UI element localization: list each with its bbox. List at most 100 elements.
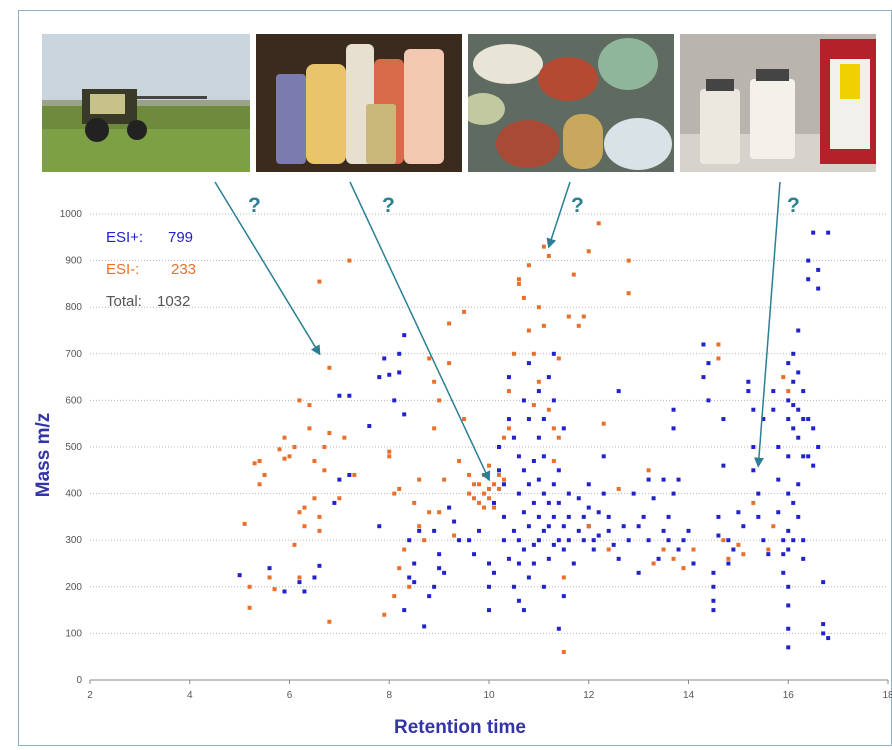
data-point-esiminus [382, 612, 387, 617]
data-point-esiminus [601, 421, 606, 426]
data-point-esiplus [312, 575, 317, 580]
data-point-esiplus [706, 361, 711, 366]
data-point-esiplus [526, 575, 531, 580]
x-tick-label: 2 [87, 690, 93, 701]
data-point-esiplus [501, 538, 506, 543]
y-tick-label: 800 [65, 302, 82, 313]
data-point-esiplus [786, 645, 791, 650]
data-point-esiminus [302, 524, 307, 529]
data-point-esiplus [786, 491, 791, 496]
data-point-esiplus [551, 542, 556, 547]
data-point-esiminus [516, 281, 521, 286]
data-point-esiminus [257, 482, 262, 487]
annotation-arrow [753, 181, 781, 468]
axes: 0 100 200 300 400 500 600 700 800 900 1000 2 4 6 8 10 12… [60, 209, 892, 701]
data-point-esiminus [726, 556, 731, 561]
data-point-esiminus [596, 221, 601, 226]
data-point-esiplus [616, 389, 621, 394]
data-point-esiplus [506, 417, 511, 422]
data-point-esiminus [412, 500, 417, 505]
data-point-esiplus [681, 538, 686, 543]
data-point-esiminus [786, 389, 791, 394]
data-point-esiplus [566, 538, 571, 543]
data-point-esiplus [671, 491, 676, 496]
data-point-esiminus [342, 435, 347, 440]
data-point-esiplus [591, 538, 596, 543]
data-point-esiminus [392, 491, 397, 496]
data-point-esiplus [407, 538, 412, 543]
y-tick-label: 400 [65, 489, 82, 500]
data-point-esiminus [452, 533, 457, 538]
data-point-esiminus [257, 458, 262, 463]
data-point-esiplus [816, 445, 821, 449]
data-point-esiminus [556, 356, 561, 361]
data-point-esiplus [786, 528, 791, 533]
data-point-esiplus [521, 510, 526, 515]
data-point-esiminus [526, 263, 531, 268]
data-point-esiplus [516, 454, 521, 459]
data-point-esiplus [711, 570, 716, 575]
data-point-esiminus [766, 547, 771, 552]
data-point-esiplus [491, 570, 496, 575]
data-point-esiplus [337, 477, 342, 482]
data-point-esiplus [786, 454, 791, 459]
data-point-esiminus [427, 356, 432, 361]
data-point-esiplus [506, 375, 511, 380]
data-point-esiminus [716, 342, 721, 347]
data-point-esiminus [551, 426, 556, 431]
data-point-esiplus [397, 351, 402, 356]
data-point-esiminus [437, 510, 442, 515]
data-point-esiplus [596, 533, 601, 538]
data-point-esiplus [711, 584, 716, 589]
tractor-photo [42, 34, 250, 172]
data-point-esiminus [292, 542, 297, 547]
data-point-esiminus [432, 379, 437, 384]
data-point-esiminus [292, 445, 297, 449]
data-point-esiminus [487, 463, 491, 468]
data-point-esiplus [437, 566, 442, 571]
x-tick-label: 4 [187, 690, 193, 701]
data-point-esiplus [541, 491, 546, 496]
data-point-esiplus [726, 538, 731, 543]
data-point-esiplus [786, 361, 791, 366]
data-point-esiminus [327, 619, 332, 624]
data-point-esiplus [576, 496, 581, 501]
data-point-esiplus [467, 538, 472, 543]
data-point-esiplus [487, 584, 491, 589]
data-point-esiminus [671, 556, 676, 561]
data-point-esiminus [472, 496, 477, 501]
data-point-esiminus [606, 547, 611, 552]
data-point-esiplus [776, 510, 781, 515]
data-point-esiminus [501, 435, 506, 440]
data-point-esiplus [382, 356, 387, 361]
data-point-esiplus [487, 608, 491, 613]
data-point-esiplus [601, 491, 606, 496]
data-point-esiplus [806, 454, 811, 459]
data-point-esiplus [297, 580, 302, 585]
data-point-esiplus [801, 417, 806, 422]
data-point-esiminus [462, 417, 467, 422]
data-point-esiplus [302, 589, 307, 594]
data-point-esiplus [541, 454, 546, 459]
data-point-esiplus [551, 398, 556, 403]
data-point-esiplus [317, 563, 322, 568]
data-point-esiplus [756, 514, 761, 519]
data-point-esiminus [297, 510, 302, 515]
data-point-esiplus [601, 454, 606, 459]
legend-esi-minus-value: 233 [171, 261, 196, 278]
data-point-esiminus [467, 491, 472, 496]
data-point-esiplus [546, 524, 551, 529]
question-mark-2: ? [382, 194, 395, 217]
data-point-esiminus [482, 505, 487, 510]
data-point-esiminus [297, 398, 302, 403]
x-tick-label: 12 [583, 690, 595, 701]
legend-esi-plus-value: 799 [168, 229, 193, 246]
data-point-esiminus [491, 505, 496, 510]
data-point-esiminus [317, 528, 322, 533]
data-point-esiplus [511, 435, 516, 440]
data-point-esiplus [536, 477, 541, 482]
data-point-esiplus [487, 561, 491, 566]
data-point-esiminus [546, 407, 551, 412]
data-point-esiplus [821, 580, 826, 585]
data-point-esiplus [526, 524, 531, 529]
